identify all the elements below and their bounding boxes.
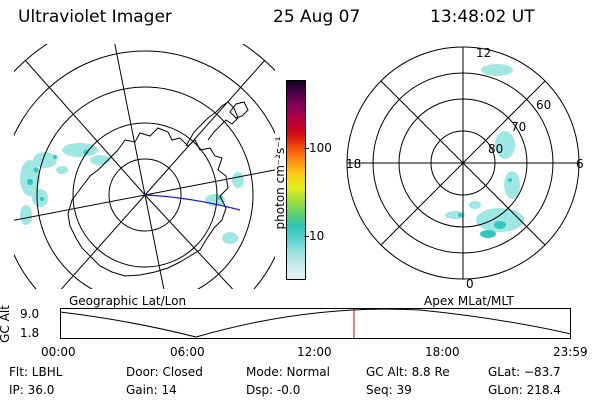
colorbar-gradient (287, 81, 305, 279)
aurora-emission-left (20, 143, 244, 244)
info-gain: Gain: 14 (126, 383, 177, 397)
colorbar-tickmark-10 (304, 236, 309, 237)
aurora-emission-right (445, 64, 524, 232)
altitude-ytick-9: 9.0 (20, 307, 40, 321)
altitude-xtick-2359: 23:59 (553, 345, 588, 359)
mlt-label-12: 12 (476, 46, 492, 60)
island-coastline (229, 101, 249, 119)
altitude-xtick-1200: 12:00 (297, 345, 332, 359)
info-filter: Flt: LBHL (9, 365, 63, 379)
mlat-label-60: 60 (536, 98, 552, 112)
aurora-bright-left (27, 149, 222, 201)
info-ip: IP: 36.0 (9, 383, 55, 397)
altitude-curve (60, 308, 572, 338)
info-door: Door: Closed (126, 365, 203, 379)
right-map-caption: Apex MLat/MLT (424, 294, 514, 308)
colorbar-unit-label: photon cm⁻²s⁻¹ (273, 136, 287, 230)
geographic-map (14, 44, 275, 289)
magnetic-map (346, 46, 580, 280)
info-glon: GLon: 218.4 (488, 383, 561, 397)
colorbar (286, 80, 306, 280)
altitude-xtick-0600: 06:00 (170, 345, 205, 359)
instrument-title: Ultraviolet Imager (18, 7, 172, 27)
altitude-plot (60, 308, 572, 339)
altitude-xtick-0000: 00:00 (41, 345, 76, 359)
mlt-label-0: 0 (466, 277, 474, 291)
time-label: 13:48:02 UT (430, 7, 535, 27)
altitude-ylabel: GC Alt (0, 305, 12, 343)
latitude-circles (14, 44, 275, 289)
info-mode: Mode: Normal (246, 365, 330, 379)
peninsula-coastline (185, 101, 239, 147)
mlt-lines (347, 47, 579, 279)
info-gc-alt: GC Alt: 8.8 Re (366, 365, 450, 379)
aurora-bright-right (458, 178, 512, 238)
left-map-caption: Geographic Lat/Lon (69, 294, 187, 308)
colorbar-tickmark-100 (304, 148, 309, 149)
mlt-label-18: 18 (346, 157, 362, 171)
info-glat: GLat: −83.7 (488, 365, 561, 379)
info-dsp: Dsp: -0.0 (246, 383, 301, 397)
date-label: 25 Aug 07 (273, 7, 361, 27)
meridian-lines (14, 44, 275, 289)
colorbar-tick-10: 10 (309, 229, 325, 243)
mlat-label-80: 80 (488, 142, 504, 156)
antarctica-coastline (67, 127, 229, 277)
colorbar-tick-100: 100 (309, 141, 332, 155)
info-seq: Seq: 39 (366, 383, 412, 397)
altitude-plot-frame (60, 308, 571, 339)
mlt-label-6: 6 (576, 157, 584, 171)
ground-track (144, 194, 241, 211)
altitude-ytick-1-8: 1.8 (20, 326, 40, 340)
mlat-label-70: 70 (511, 120, 527, 134)
altitude-xtick-1800: 18:00 (425, 345, 460, 359)
